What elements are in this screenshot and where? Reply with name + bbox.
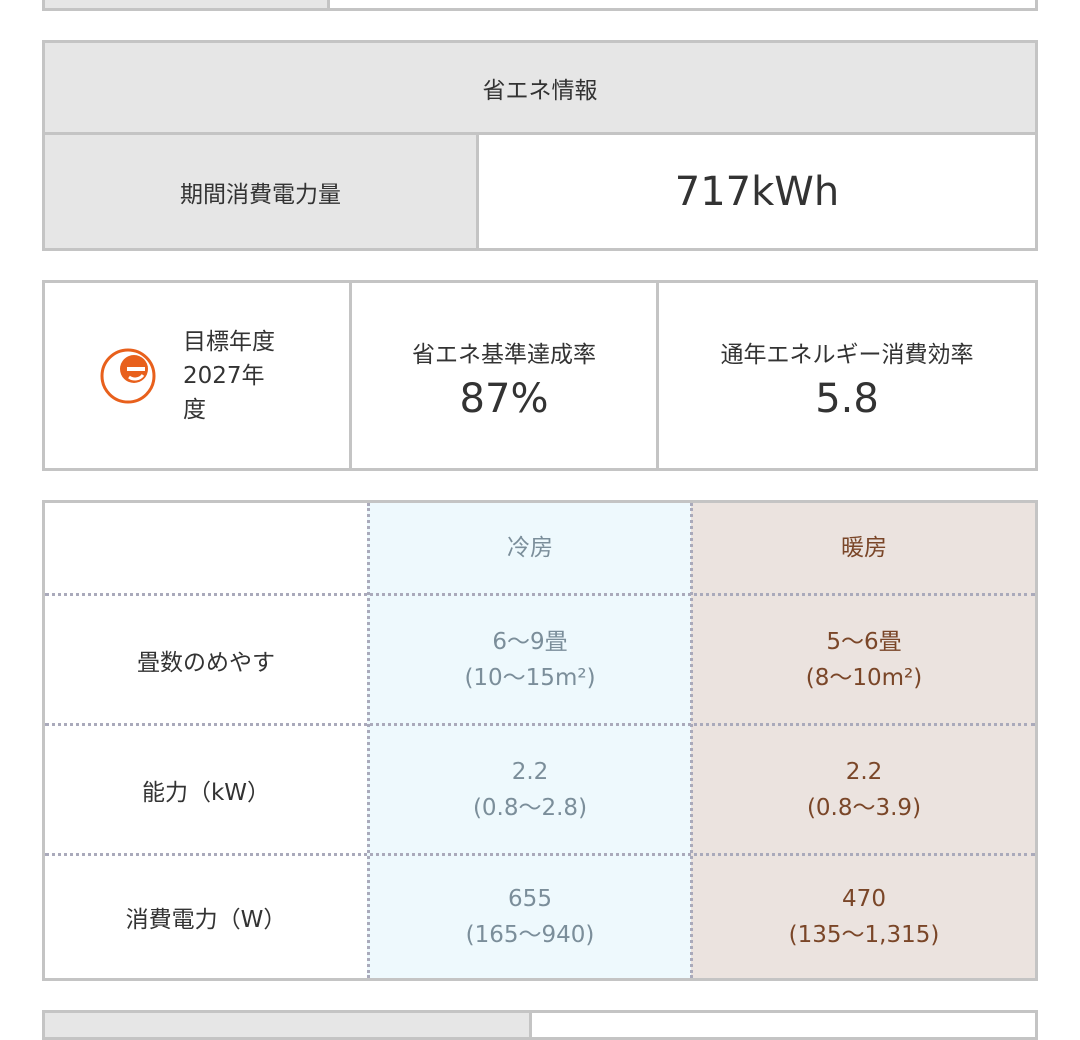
apf-label: 通年エネルギー消費効率 [720,341,974,368]
energy-info-table: 省エネ情報 期間消費電力量 717kWh [42,40,1038,251]
period-label-cell: 期間消費電力量 [45,135,476,248]
target-year-cell: 目標年度2027年度 [45,283,349,468]
header-cooling: 冷房 [507,535,553,561]
achievement-label: 省エネ基準達成率 [412,341,596,368]
header-heating: 暖房 [841,535,887,561]
apf-value: 5.8 [815,375,879,422]
heat-tatami: 5〜6畳 (8〜10m²) [805,628,923,691]
apf-cell: 通年エネルギー消費効率 5.8 [659,283,1035,468]
row-label-tatami: 畳数のめやす [137,649,275,676]
row-label-capacity: 能力（kW） [141,779,271,806]
achievement-value: 87% [459,375,549,422]
spec-table: 冷房 暖房 畳数のめやす 6〜9畳 (10〜15m²) 5〜6畳 (8〜10m²) … [42,500,1038,981]
period-value: 717kWh [674,168,840,215]
standards-table: 目標年度2027年度 省エネ基準達成率 87% 通年エネルギー消費効率 5.8 [42,280,1038,471]
next-table [42,1010,1038,1040]
period-label: 期間消費電力量 [180,181,341,208]
heat-power: 470 (135〜1,315) [788,886,940,948]
heat-capacity: 2.2 (0.8〜3.9) [806,758,922,821]
energy-info-title: 省エネ情報 [482,77,598,104]
achievement-cell: 省エネ基準達成率 87% [352,283,656,468]
target-year: 目標年度2027年度 [183,328,275,423]
e-mark-icon [100,348,156,403]
energy-info-header: 省エネ情報 [45,43,1035,132]
prev-table [42,0,1038,11]
period-value-cell: 717kWh [479,135,1035,248]
cool-tatami: 6〜9畳 (10〜15m²) [464,628,596,691]
row-label-power: 消費電力（W） [125,907,287,933]
cool-capacity: 2.2 (0.8〜2.8) [472,758,588,821]
cool-power: 655 (165〜940) [465,886,595,948]
